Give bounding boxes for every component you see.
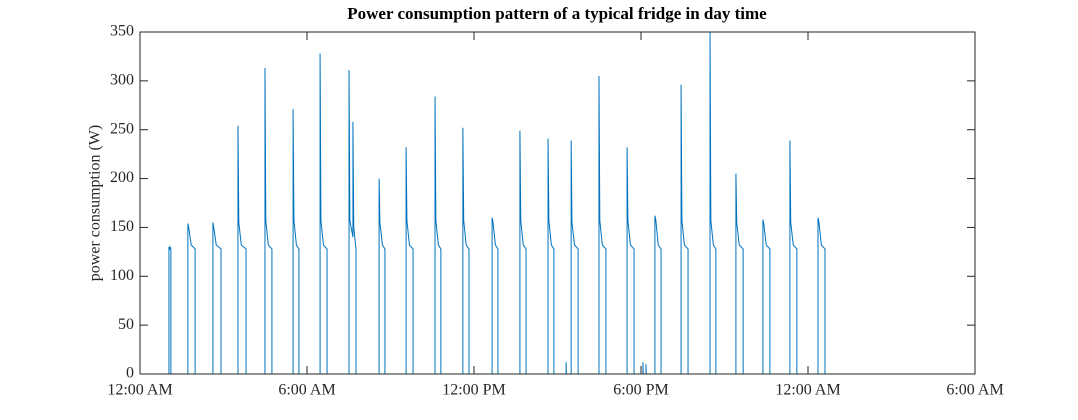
x-tick-label: 6:00 PM xyxy=(613,382,669,399)
x-tick-label: 12:00 PM xyxy=(442,382,506,399)
y-tick-label: 250 xyxy=(110,120,134,137)
y-tick-label: 50 xyxy=(118,316,134,333)
x-tick-label: 6:00 AM xyxy=(946,382,1003,399)
y-tick-label: 300 xyxy=(110,72,134,89)
x-tick-label: 12:00 AM xyxy=(107,382,172,399)
y-tick-label: 0 xyxy=(126,365,134,382)
y-axis-label: power consumption (W) xyxy=(87,125,104,281)
data-line xyxy=(140,31,839,374)
y-tick-label: 350 xyxy=(110,23,134,40)
y-tick-label: 100 xyxy=(110,267,134,284)
y-tick-label: 150 xyxy=(110,218,134,235)
chart-title: Power consumption pattern of a typical f… xyxy=(347,4,767,23)
axes-box xyxy=(139,31,976,375)
x-tick-label: 6:00 AM xyxy=(278,382,335,399)
y-tick-label: 200 xyxy=(110,169,134,186)
x-tick-label: 12:00 AM xyxy=(775,382,840,399)
